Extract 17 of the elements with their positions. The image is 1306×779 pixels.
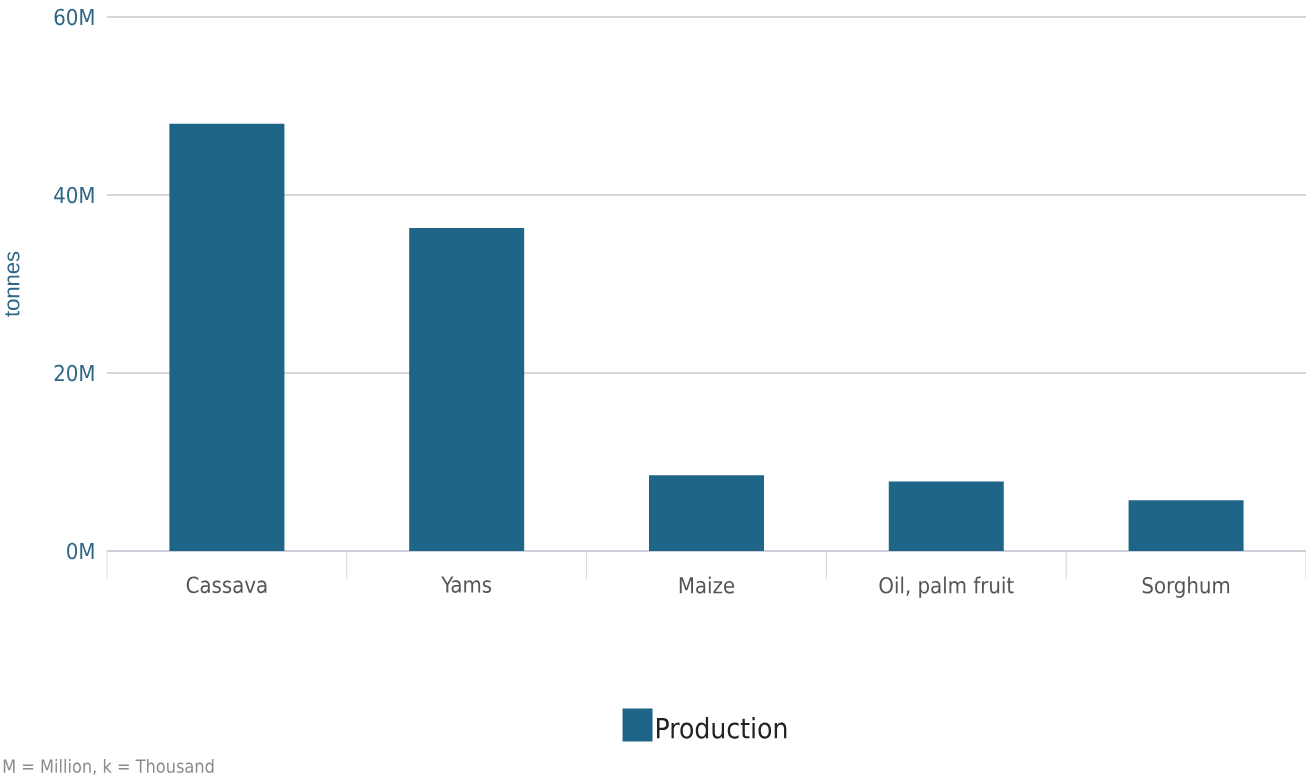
y-tick-label: 20M — [54, 364, 94, 382]
bar — [888, 481, 1004, 551]
y-tick-label: 40M — [54, 186, 94, 204]
bar — [169, 123, 285, 551]
bar — [409, 227, 525, 551]
text: M = Million, k = Thousand — [3, 759, 214, 775]
bar — [648, 475, 764, 551]
y-axis-title: tonnes — [5, 251, 20, 317]
x-tick-label: Sorghum — [1142, 576, 1230, 598]
x-tick-label: Oil, palm fruit — [879, 576, 1014, 598]
x-tick-label: Cassava — [186, 576, 267, 594]
x-tick-label: Yams — [441, 576, 492, 593]
x-tick-label: Maize — [679, 576, 735, 594]
y-tick-label: 60M — [54, 8, 94, 26]
legend-label: Production — [657, 717, 787, 739]
y-tick-label: 0M — [67, 542, 94, 560]
bar — [1128, 500, 1244, 551]
